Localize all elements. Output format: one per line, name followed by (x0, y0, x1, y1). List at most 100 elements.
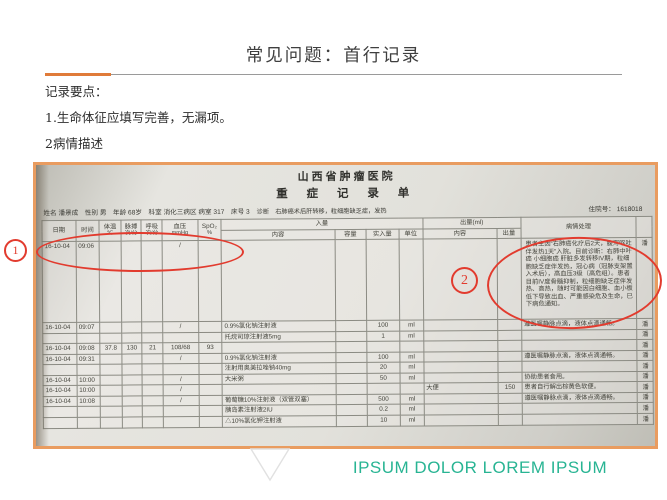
cell-resp (142, 321, 163, 333)
col-header-in-unit: 单位 (398, 228, 423, 240)
document-title: 重 症 记 录 单 (276, 187, 418, 201)
cell-pulse (121, 322, 143, 333)
cell-bp (162, 332, 199, 343)
cell-spo2 (198, 384, 223, 396)
cell-time (76, 364, 101, 376)
cell-out-content (423, 372, 499, 384)
cell-note: 协助患者食用。 (521, 371, 638, 383)
record-sheet-photo: 山西省肿瘤医院 重 症 记 录 单 姓名 潘景成 性别 男 年龄 68岁 科室 … (33, 162, 658, 449)
cell-note (522, 402, 638, 415)
col-header-sign (636, 216, 653, 238)
cell-resp (142, 364, 164, 375)
cell-in-vol (336, 404, 368, 416)
cell-bp (163, 416, 199, 428)
patient-info-line: 姓名 潘景成 性别 男 年龄 68岁 科室 消化三病区 病室 317 床号 3 … (43, 203, 650, 217)
cell-time (76, 417, 101, 428)
cell-in-vol (335, 320, 367, 332)
cell-sign: 潘 (636, 350, 653, 361)
col-header-in-content: 内容 (221, 229, 335, 241)
cell-spo2 (198, 363, 223, 375)
cell-out-amt (497, 361, 522, 373)
cell-resp: 21 (142, 342, 164, 354)
cell-in-vol (335, 362, 367, 374)
cell-sign: 潘 (636, 329, 653, 340)
cell-temp (100, 374, 122, 386)
cell-resp (142, 332, 163, 344)
bullet-line: 2病情描述 (45, 135, 103, 151)
cell-time (76, 332, 101, 344)
cell-note: 患者自行解出棕黄色软便。 (521, 381, 638, 394)
cell-sign: 潘 (636, 318, 653, 330)
cell-date: 16-10-04 (43, 375, 77, 387)
cell-sign: 潘 (637, 360, 654, 372)
cell-in-actual (365, 239, 400, 321)
cell-in-unit: ml (400, 404, 424, 416)
cell-sign: 潘 (637, 381, 654, 393)
cell-out-amt (498, 414, 523, 426)
cell-temp (100, 364, 122, 376)
cell-date: 16-10-04 (42, 343, 77, 355)
cell-note: 遵医嘱静脉点滴，液体点滴通畅。 (521, 350, 638, 362)
cell-temp (100, 406, 123, 418)
cell-in-actual: 1 (366, 330, 400, 342)
cell-note: 遵医嘱静脉点滴，液体点滴通畅。 (521, 392, 638, 404)
cell-bp: / (163, 374, 199, 386)
cell-in-unit (399, 341, 424, 352)
cell-date: 16-10-04 (43, 396, 77, 408)
cell-note (521, 360, 638, 373)
cell-in-actual: 10 (367, 415, 401, 426)
cell-out-amt (497, 329, 522, 341)
footer-placeholder-text: IPSUM DOLOR LOREM IPSUM (352, 458, 608, 477)
cell-date (43, 417, 77, 429)
cell-out-amt (498, 372, 522, 383)
cell-temp (100, 395, 122, 407)
cell-in-vol (335, 341, 367, 353)
cell-spo2 (198, 416, 223, 428)
cell-in-actual: 0.2 (367, 404, 401, 416)
cell-pulse: 130 (121, 343, 143, 354)
cell-in-vol (335, 352, 367, 363)
cell-sign: 潘 (637, 392, 654, 403)
bullet-line: 1.生命体征应填写完善，无漏项。 (45, 109, 232, 125)
cell-in-unit: ml (399, 320, 424, 331)
col-header-out-amt: 出量 (497, 227, 521, 239)
cell-temp (99, 322, 122, 333)
cell-bp (163, 363, 199, 375)
cell-time: 10:00 (76, 385, 101, 397)
cell-out-content (423, 393, 499, 405)
cell-spo2: 93 (198, 342, 223, 354)
cell-in-unit: ml (399, 362, 424, 373)
cell-in-unit: ml (399, 393, 424, 405)
cell-in-actual: 50 (366, 372, 400, 384)
annotation-ellipse-first-row (36, 232, 244, 272)
cell-in-unit: ml (399, 351, 424, 363)
annotation-marker-2-icon: 2 (451, 267, 478, 294)
diagnosis: 诊断 右肺癌术后肝转移，粒细胞缺乏症，发热 (256, 207, 387, 216)
annotation-marker-1-icon: 1 (4, 239, 27, 262)
cell-sign: 潘 (636, 339, 653, 351)
cell-date: 16-10-04 (42, 322, 77, 334)
cell-in-content: △10%氯化钾注射液 (222, 415, 337, 427)
bullet-list: 记录要点： 1.生命体征应填写完善，无漏项。 2病情描述 (45, 85, 637, 162)
col-header-in-vol: 容量 (334, 228, 366, 240)
cell-in-content: 胰岛素注射液2IU (222, 405, 337, 417)
cell-in-content: 托烷司琼注射液5mg (222, 331, 336, 343)
cell-in-unit: ml (400, 414, 424, 426)
cell-pulse (122, 416, 143, 428)
title-divider-accent (45, 72, 111, 76)
cell-in-content: 0.9%氯化钠注射液 (222, 352, 336, 364)
cell-in-vol (336, 415, 368, 427)
cell-out-content (423, 330, 498, 342)
cell-date (43, 406, 77, 418)
cell-resp (142, 374, 164, 386)
cell-out-content (423, 340, 498, 352)
cell-time: 09:08 (76, 343, 101, 355)
page-title: 常见问题：首行记录 (245, 46, 422, 66)
cell-in-actual: 500 (367, 394, 401, 405)
cell-pulse (121, 406, 143, 418)
cell-date: 16-10-04 (42, 354, 77, 365)
cell-spo2 (198, 332, 223, 343)
bullet-line: 记录要点： (45, 84, 108, 99)
cell-in-actual: 20 (366, 362, 400, 374)
